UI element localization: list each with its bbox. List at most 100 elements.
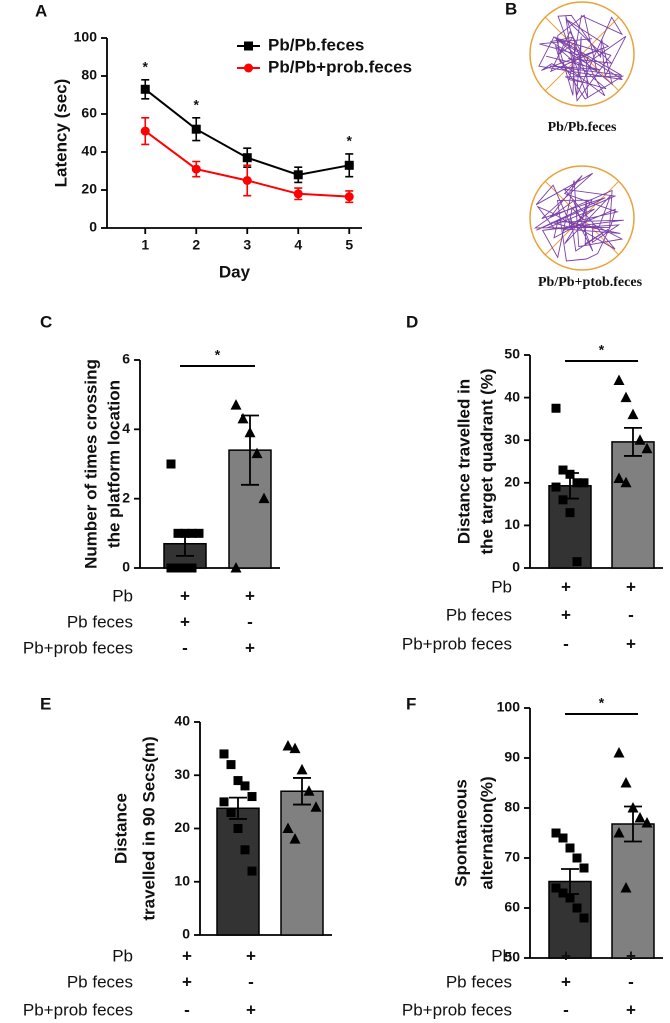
x-tick-label: 1 <box>141 237 149 253</box>
y-tick-label: 4 <box>122 420 130 436</box>
condition-sign: + <box>245 638 255 657</box>
x-axis-label: Day <box>219 262 251 281</box>
condition-sign: + <box>561 946 571 965</box>
legend-marker <box>244 63 253 73</box>
condition-sign: + <box>626 634 636 653</box>
x-tick-label: 2 <box>192 237 200 253</box>
data-point <box>572 557 582 567</box>
y-tick-label: 90 <box>504 749 520 765</box>
data-point <box>558 465 568 475</box>
error-bar <box>293 777 311 806</box>
y-tick-label: 20 <box>504 474 520 490</box>
condition-label: Pb feces <box>67 972 133 991</box>
data-point <box>641 817 653 828</box>
track-path <box>533 172 624 262</box>
data-point <box>558 495 568 505</box>
condition-sign: - <box>563 634 569 653</box>
y-axis-label: travelled in 90 Secs(m) <box>139 736 158 920</box>
error-bar <box>561 472 579 500</box>
data-point <box>303 785 315 796</box>
y-tick-label: 0 <box>182 926 190 942</box>
condition-label: Pb feces <box>446 605 512 624</box>
legend-label: Pb/Pb+prob.feces <box>268 57 412 76</box>
data-point <box>551 828 561 838</box>
error-bar <box>176 530 194 557</box>
data-point <box>310 801 322 812</box>
data-point <box>140 126 150 136</box>
y-axis-label: Spontaneous <box>451 779 470 887</box>
condition-label: Pb <box>112 586 133 605</box>
y-tick-label: 0 <box>122 559 130 575</box>
data-point <box>627 408 639 420</box>
data-point <box>251 447 263 459</box>
condition-sign: + <box>182 946 192 965</box>
y-tick-label: 40 <box>174 713 190 729</box>
y-tick-label: 50 <box>504 949 520 965</box>
error-bar <box>624 805 642 843</box>
y-tick-label: 50 <box>504 346 520 362</box>
y-tick-label: 60 <box>504 899 520 915</box>
y-axis-label: Latency (sec) <box>51 79 70 188</box>
y-tick-label: 70 <box>504 849 520 865</box>
data-point <box>551 883 561 893</box>
data-point <box>230 562 242 573</box>
data-point <box>289 833 301 844</box>
panel-label: D <box>406 312 418 331</box>
bar <box>548 485 592 569</box>
error-bar <box>561 868 579 895</box>
data-point <box>579 478 589 488</box>
condition-sign: - <box>184 1000 190 1019</box>
condition-sign: + <box>626 577 636 596</box>
data-point <box>565 893 575 903</box>
y-tick-label: 10 <box>174 872 190 888</box>
condition-label: Pb feces <box>446 972 512 991</box>
data-point <box>282 822 294 833</box>
legend-label: Pb/Pb.feces <box>268 35 364 54</box>
data-point <box>247 866 257 876</box>
y-tick-label: 20 <box>81 181 97 197</box>
data-point <box>289 742 301 754</box>
data-point <box>579 913 589 923</box>
data-point <box>240 845 250 855</box>
y-tick-label: 40 <box>504 388 520 404</box>
data-point <box>242 176 252 185</box>
bar <box>611 441 655 569</box>
panel-label: E <box>40 694 51 713</box>
data-point <box>558 888 568 898</box>
data-point <box>242 153 252 163</box>
data-point <box>613 374 625 386</box>
y-tick-label: 60 <box>81 105 97 121</box>
data-point <box>620 391 632 403</box>
data-point <box>551 482 561 492</box>
condition-sign: + <box>245 586 255 605</box>
condition-sign: + <box>561 972 571 991</box>
y-tick-label: 30 <box>174 766 190 782</box>
y-axis-label: the target quadrant (%) <box>477 368 496 554</box>
condition-sign: - <box>247 612 253 631</box>
panel-label: B <box>505 0 517 18</box>
swim-track <box>538 14 627 102</box>
data-point <box>579 863 589 873</box>
data-point <box>233 776 243 786</box>
data-point <box>191 124 201 134</box>
data-point <box>258 492 270 504</box>
condition-sign: - <box>628 605 634 624</box>
data-point <box>344 192 354 202</box>
data-point <box>180 563 190 573</box>
data-point <box>551 403 561 413</box>
condition-label: Pb <box>491 946 512 965</box>
data-point <box>166 459 176 469</box>
maze-panel: B Pb/Pb.feces Pb/Pb+ptob.feces <box>505 0 643 290</box>
condition-sign: + <box>626 1000 636 1019</box>
y-axis-label: the platform location <box>104 380 123 548</box>
maze-caption: Pb/Pb.feces <box>548 120 617 135</box>
condition-label: Pb+prob feces <box>402 1000 512 1019</box>
condition-sign: + <box>626 946 636 965</box>
legend-marker <box>244 41 253 51</box>
panel-label: A <box>35 1 47 20</box>
data-point <box>293 170 303 180</box>
data-point <box>247 792 257 802</box>
significance-star: * <box>215 347 221 363</box>
condition-sign: + <box>561 577 571 596</box>
